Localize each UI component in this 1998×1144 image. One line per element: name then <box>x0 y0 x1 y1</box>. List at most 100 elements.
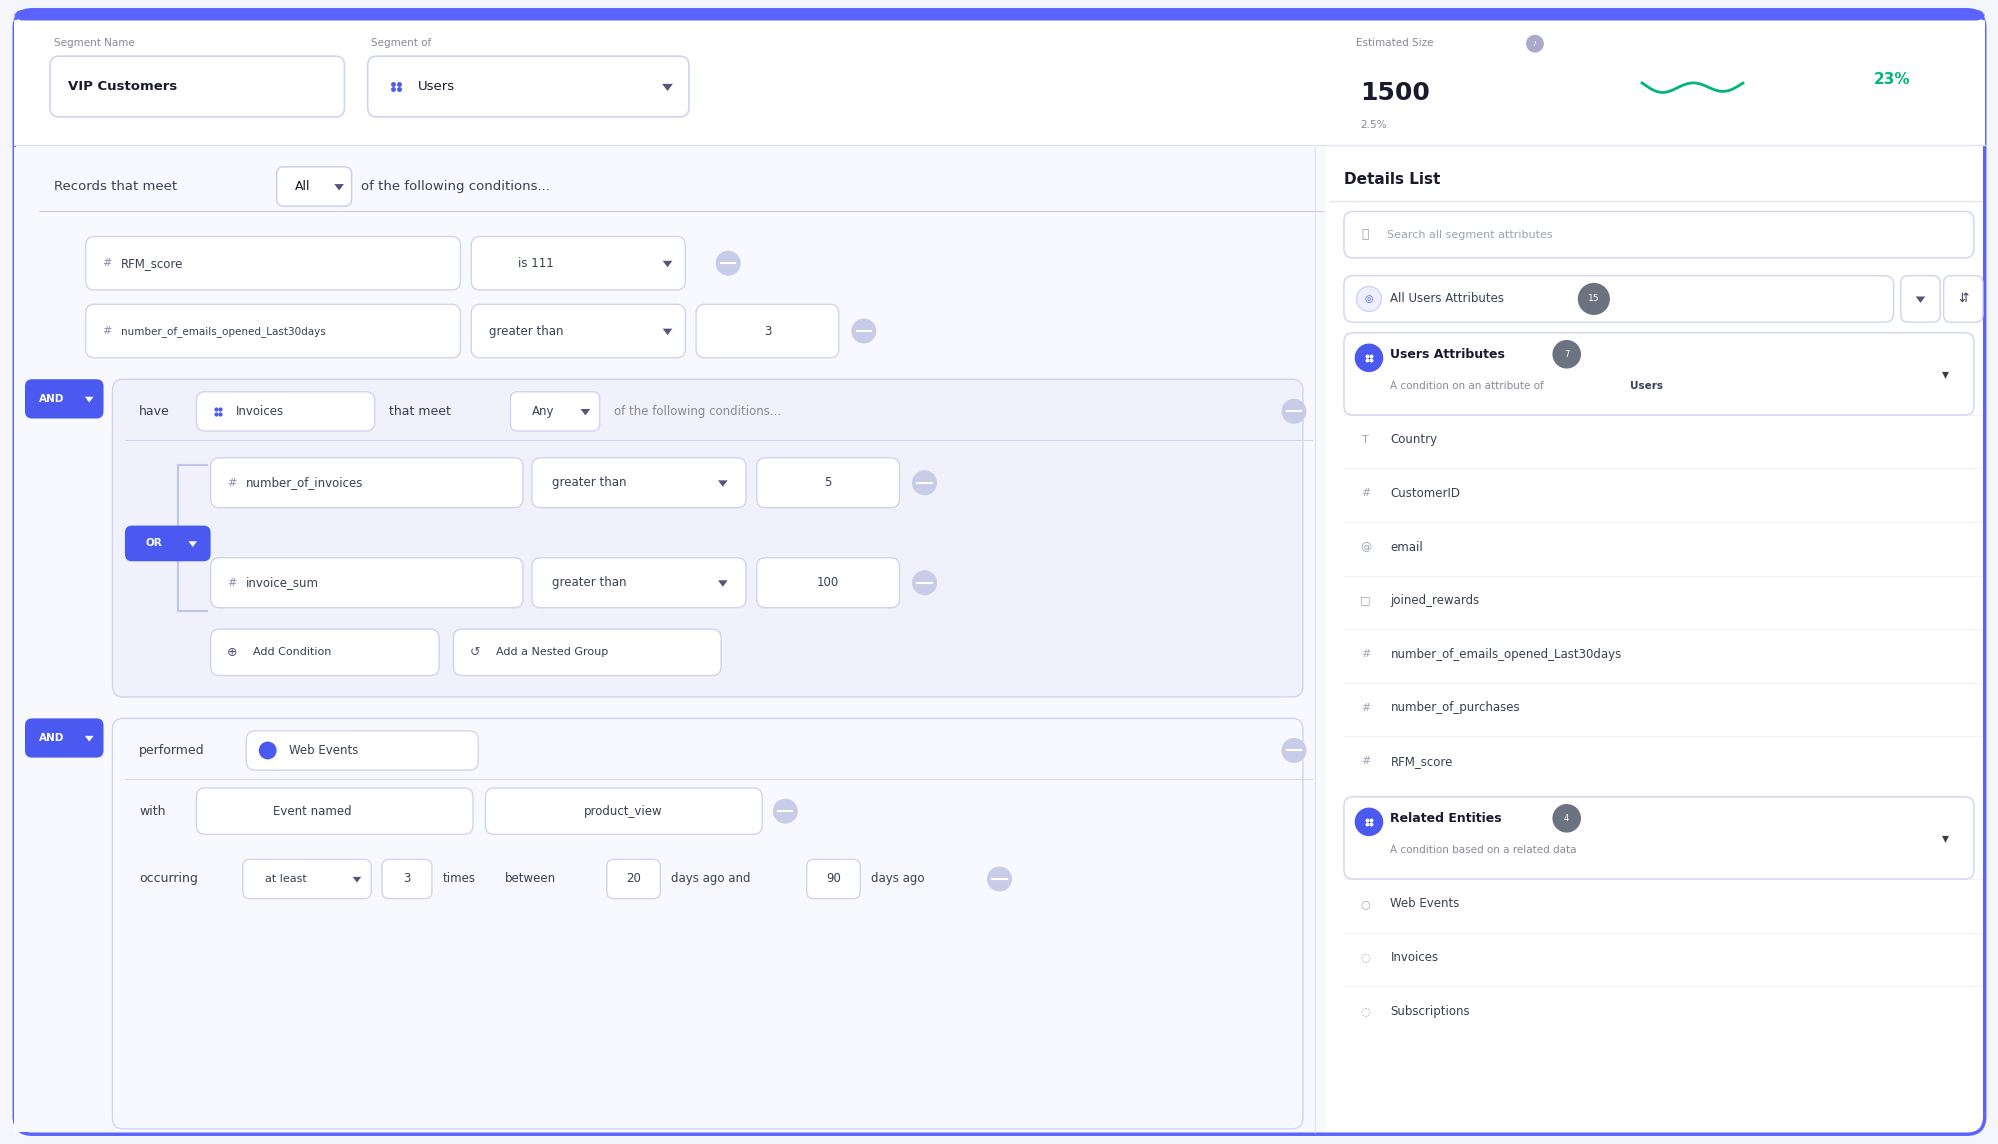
Text: #: # <box>1361 702 1369 713</box>
FancyBboxPatch shape <box>509 391 599 431</box>
FancyBboxPatch shape <box>276 167 352 206</box>
Circle shape <box>1552 804 1580 833</box>
FancyBboxPatch shape <box>472 237 685 289</box>
Polygon shape <box>334 184 344 191</box>
Text: 90: 90 <box>825 873 841 885</box>
Text: #: # <box>1361 756 1369 766</box>
Text: #: # <box>102 259 112 268</box>
Text: Subscriptions: Subscriptions <box>1391 1004 1469 1017</box>
Text: Add Condition: Add Condition <box>254 648 332 658</box>
Text: email: email <box>1391 540 1423 554</box>
Circle shape <box>773 799 797 824</box>
Text: greater than: greater than <box>551 577 625 589</box>
FancyBboxPatch shape <box>14 10 1984 1134</box>
FancyBboxPatch shape <box>486 788 761 834</box>
Circle shape <box>1355 343 1383 372</box>
Text: is 111: is 111 <box>517 256 553 270</box>
FancyBboxPatch shape <box>112 718 1303 1129</box>
Text: days ago and: days ago and <box>671 873 749 885</box>
Text: 3: 3 <box>763 325 771 337</box>
FancyBboxPatch shape <box>112 380 1303 697</box>
FancyBboxPatch shape <box>86 237 460 289</box>
FancyBboxPatch shape <box>695 304 839 358</box>
FancyBboxPatch shape <box>24 718 104 757</box>
Text: 23%: 23% <box>1872 72 1910 87</box>
Circle shape <box>911 470 937 495</box>
Circle shape <box>1524 34 1542 53</box>
Circle shape <box>911 570 937 595</box>
FancyBboxPatch shape <box>531 558 745 607</box>
Text: Event named: Event named <box>274 804 352 818</box>
FancyBboxPatch shape <box>242 859 372 899</box>
Text: 5: 5 <box>823 476 831 490</box>
FancyBboxPatch shape <box>454 629 721 675</box>
Text: AND: AND <box>40 733 64 742</box>
Text: RFM_score: RFM_score <box>1391 755 1453 768</box>
Circle shape <box>851 318 875 343</box>
FancyBboxPatch shape <box>86 304 460 358</box>
Text: with: with <box>140 804 166 818</box>
Polygon shape <box>84 736 94 741</box>
Text: product_view: product_view <box>583 804 661 818</box>
Text: number_of_emails_opened_Last30days: number_of_emails_opened_Last30days <box>1391 648 1620 660</box>
FancyBboxPatch shape <box>1343 276 1892 323</box>
FancyBboxPatch shape <box>210 558 523 607</box>
Text: CustomerID: CustomerID <box>1391 487 1461 500</box>
Text: of the following conditions...: of the following conditions... <box>613 405 781 418</box>
FancyBboxPatch shape <box>607 859 659 899</box>
Text: performed: performed <box>140 744 204 757</box>
Text: Add a Nested Group: Add a Nested Group <box>496 648 607 658</box>
Text: All Users Attributes: All Users Attributes <box>1391 293 1504 305</box>
Text: ⊕: ⊕ <box>226 646 238 659</box>
Text: greater than: greater than <box>551 476 625 490</box>
Text: 3: 3 <box>404 873 410 885</box>
FancyBboxPatch shape <box>14 10 1984 21</box>
Text: invoice_sum: invoice_sum <box>246 577 320 589</box>
FancyBboxPatch shape <box>757 458 899 508</box>
FancyBboxPatch shape <box>210 629 440 675</box>
Text: A condition based on a related data: A condition based on a related data <box>1391 845 1576 856</box>
Polygon shape <box>661 84 673 92</box>
Text: ◌: ◌ <box>1361 1006 1369 1016</box>
Polygon shape <box>579 408 589 415</box>
Text: Any: Any <box>531 405 553 418</box>
Text: number_of_purchases: number_of_purchases <box>1391 701 1518 714</box>
Text: #: # <box>1361 488 1369 499</box>
Text: Users: Users <box>418 80 456 93</box>
Text: #: # <box>102 326 112 336</box>
Text: Search all segment attributes: Search all segment attributes <box>1387 230 1552 240</box>
Text: occurring: occurring <box>140 873 198 885</box>
Text: days ago: days ago <box>871 873 923 885</box>
FancyBboxPatch shape <box>210 458 523 508</box>
Text: Invoices: Invoices <box>1391 951 1439 964</box>
FancyBboxPatch shape <box>196 788 474 834</box>
Polygon shape <box>717 480 727 487</box>
Polygon shape <box>717 580 727 587</box>
FancyBboxPatch shape <box>124 525 210 562</box>
Polygon shape <box>352 876 362 882</box>
FancyBboxPatch shape <box>1900 276 1940 323</box>
Text: that meet: that meet <box>390 405 452 418</box>
Circle shape <box>258 741 276 760</box>
Circle shape <box>1357 286 1381 311</box>
Text: between: between <box>505 873 555 885</box>
Text: Country: Country <box>1391 434 1437 446</box>
Text: Segment of: Segment of <box>372 39 432 48</box>
Text: 1500: 1500 <box>1359 81 1429 105</box>
FancyBboxPatch shape <box>757 558 899 607</box>
Text: ▾: ▾ <box>1940 367 1948 381</box>
FancyBboxPatch shape <box>196 391 376 431</box>
Text: #: # <box>228 578 236 588</box>
Polygon shape <box>663 328 671 335</box>
FancyBboxPatch shape <box>807 859 859 899</box>
Text: Web Events: Web Events <box>1391 898 1459 911</box>
Text: VIP Customers: VIP Customers <box>68 80 178 93</box>
Text: All: All <box>294 180 310 193</box>
FancyBboxPatch shape <box>531 458 745 508</box>
Text: number_of_invoices: number_of_invoices <box>246 476 364 490</box>
Polygon shape <box>1914 296 1924 303</box>
Polygon shape <box>188 541 198 547</box>
Circle shape <box>1281 738 1307 763</box>
Text: □: □ <box>1359 596 1371 605</box>
Text: 7: 7 <box>1562 350 1568 359</box>
